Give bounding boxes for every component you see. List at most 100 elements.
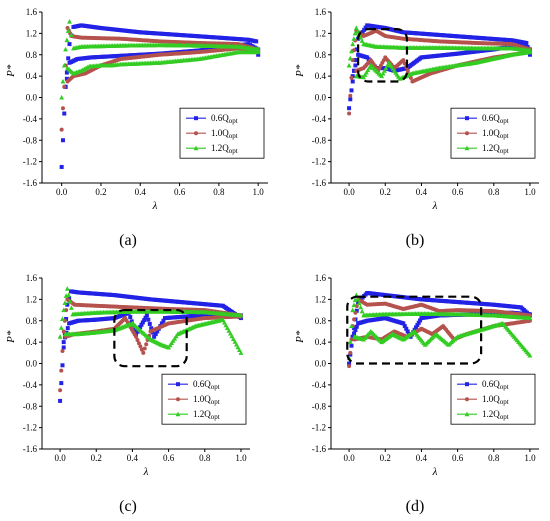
data-point	[418, 318, 423, 323]
data-point	[352, 331, 357, 336]
legend-label-main: 1.2Q	[193, 409, 211, 419]
x-tick-label: 0.0	[343, 453, 355, 463]
data-point	[524, 40, 529, 45]
data-point	[349, 88, 354, 93]
legend-label-sub: opt	[500, 117, 509, 125]
x-tick-label: 0.6	[163, 453, 175, 463]
data-point	[527, 352, 533, 358]
data-point	[65, 326, 70, 331]
data-point	[347, 364, 352, 369]
data-point	[64, 76, 69, 81]
legend-marker	[465, 397, 469, 402]
data-point	[62, 111, 67, 116]
data-point	[161, 318, 166, 323]
data-point	[353, 63, 358, 68]
data-point	[153, 332, 158, 337]
legend-label: 1.2Qopt	[211, 143, 238, 155]
legend-label-main: 0.6Q	[193, 379, 211, 389]
data-point	[349, 48, 354, 54]
data-point	[149, 326, 154, 331]
data-point	[59, 381, 64, 386]
data-point	[64, 316, 69, 321]
x-tick-label: 0.2	[380, 453, 391, 463]
chart-panel-1: 1.6 1.2 0.8 0.4 0.0 -0.4 -0.8 -1.2 -1.6 0.0 0.2 0.4…	[5, 7, 268, 249]
data-point	[135, 329, 140, 334]
legend-marker	[194, 131, 198, 136]
data-point	[359, 38, 365, 43]
data-point	[256, 52, 261, 57]
data-point	[238, 350, 244, 355]
data-point	[358, 304, 364, 310]
data-point	[152, 334, 157, 339]
data-point	[365, 67, 371, 73]
data-point	[61, 340, 66, 345]
y-tick-label: 0.0	[26, 359, 38, 369]
data-point	[354, 308, 359, 313]
data-point	[62, 84, 67, 89]
legend-label-main: 1.0Q	[211, 128, 229, 138]
series-1.2Q_opt	[57, 286, 244, 355]
legend-label: 1.2Qopt	[193, 409, 220, 421]
data-point	[351, 302, 357, 308]
legend-marker	[465, 116, 469, 121]
data-point	[359, 308, 365, 314]
legend-label-main: 1.0Q	[482, 128, 500, 138]
data-point	[348, 97, 353, 102]
data-point	[346, 62, 352, 68]
data-point	[129, 319, 134, 324]
legend-marker	[175, 411, 181, 417]
data-point	[60, 106, 65, 111]
data-point	[347, 111, 352, 116]
data-point	[350, 79, 355, 84]
data-point	[352, 317, 357, 322]
legend-label: 1.2Qopt	[482, 143, 509, 155]
data-point	[382, 68, 387, 73]
data-point	[66, 292, 72, 298]
data-point	[404, 326, 409, 331]
legend-label-sub: opt	[211, 413, 220, 421]
data-point	[405, 68, 410, 73]
data-point	[352, 68, 357, 73]
legend-label: 1.2Qopt	[482, 409, 509, 421]
data-point	[155, 329, 160, 334]
series-1.2Q_opt	[346, 25, 533, 81]
x-tick-label: 0.2	[91, 453, 102, 463]
y-tick-label: 1.6	[315, 273, 327, 283]
legend-label-sub: opt	[229, 147, 238, 155]
y-tick-label: -0.8	[23, 401, 38, 411]
legend-label: 0.6Qopt	[482, 379, 509, 391]
data-point	[68, 305, 74, 310]
data-point	[347, 361, 352, 366]
legend-marker	[194, 116, 198, 121]
legend-label-sub: opt	[500, 398, 509, 406]
data-point	[141, 350, 146, 355]
highlight-box	[357, 28, 409, 83]
panel-label: (b)	[406, 232, 425, 249]
data-point	[60, 138, 65, 143]
data-point	[349, 75, 354, 80]
data-point	[350, 334, 355, 339]
data-point	[354, 324, 359, 329]
data-point	[348, 350, 353, 355]
x-tick-label: 0.2	[95, 187, 106, 197]
x-axis-label: λ	[432, 200, 438, 212]
series-1.2Q_opt	[59, 19, 261, 100]
y-tick-label: 0.0	[26, 93, 38, 103]
data-point	[350, 41, 356, 47]
legend-marker	[464, 411, 470, 417]
data-point	[355, 296, 361, 302]
data-point	[354, 47, 359, 52]
panel-label: (a)	[119, 232, 137, 249]
x-tick-label: 0.4	[135, 187, 147, 197]
data-point	[401, 58, 406, 63]
x-axis-label: λ	[152, 200, 158, 212]
data-point	[58, 388, 63, 393]
data-point	[405, 329, 410, 334]
data-point	[63, 46, 68, 52]
data-point	[60, 349, 65, 354]
data-point	[61, 62, 67, 68]
data-point	[69, 32, 74, 37]
